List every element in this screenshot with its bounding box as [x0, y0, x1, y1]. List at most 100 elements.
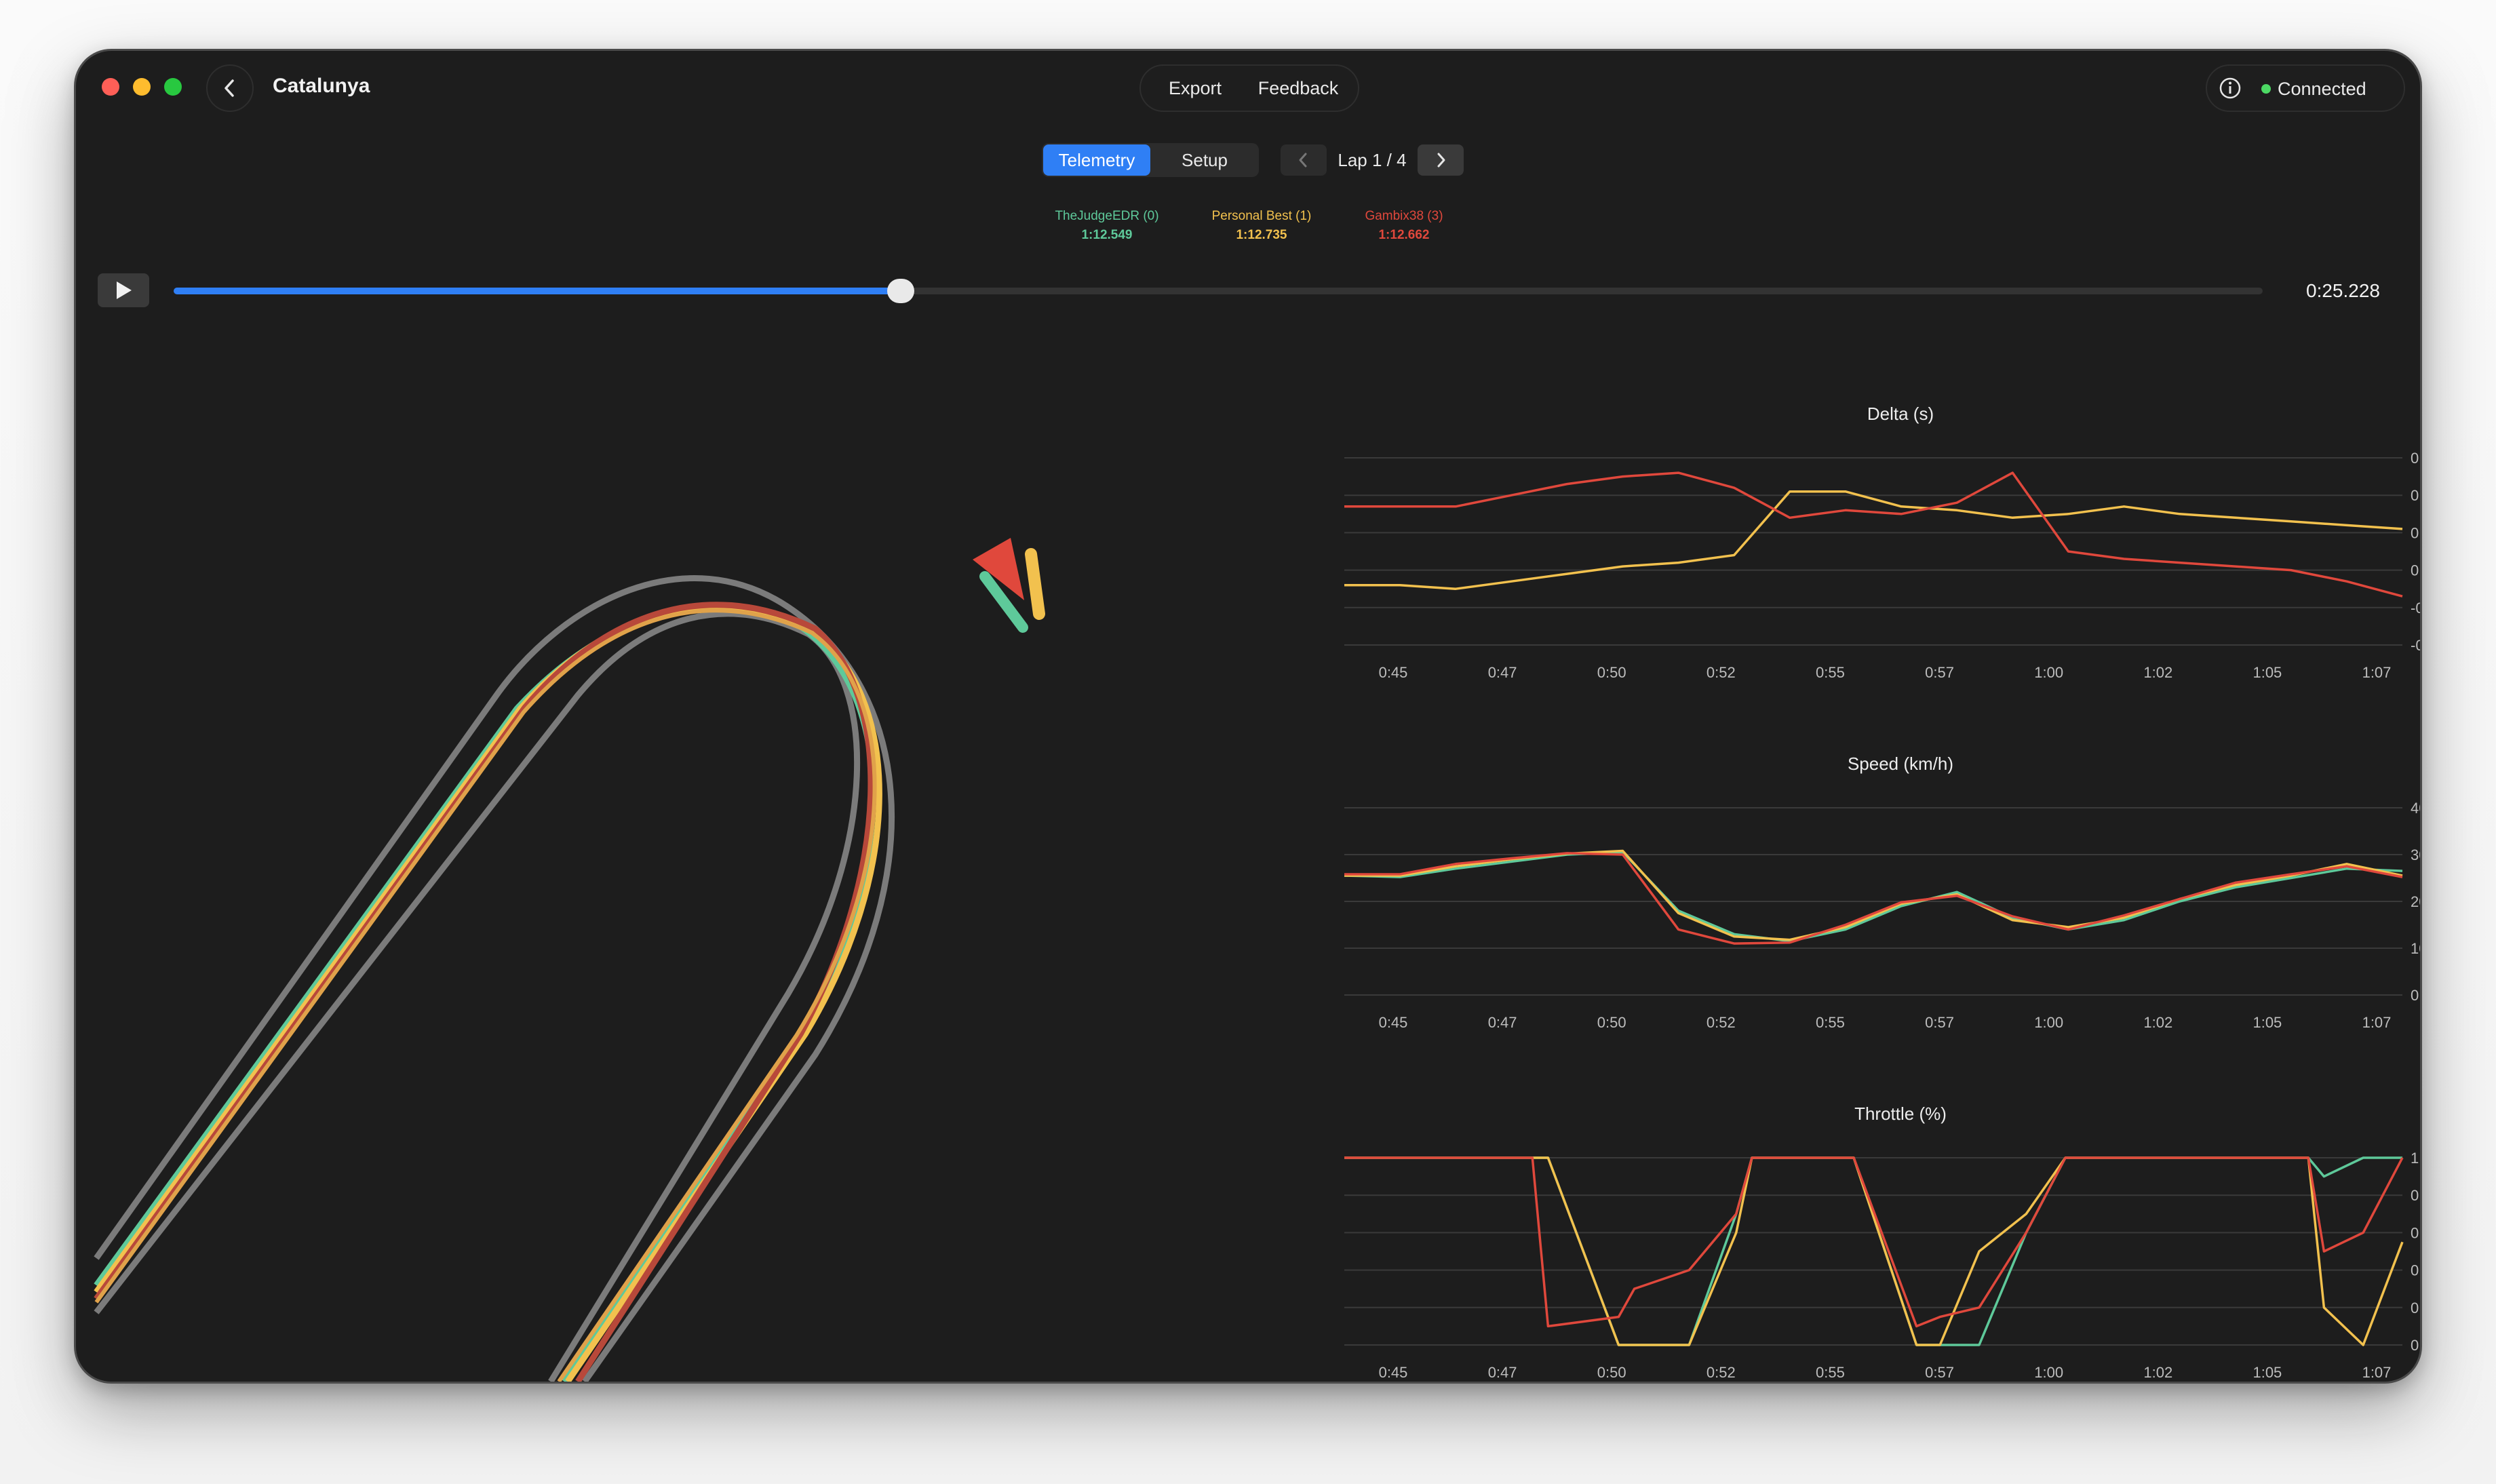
x-tick-label: 1:07 — [2362, 1364, 2392, 1381]
y-tick-label: 0,1 — [2411, 524, 2420, 541]
x-tick-label: 0:57 — [1925, 1014, 1954, 1031]
tab-telemetry[interactable]: Telemetry — [1043, 144, 1150, 176]
x-tick-label: 0:47 — [1488, 664, 1517, 681]
car-marker-driver-2 — [1025, 548, 1045, 620]
play-button[interactable] — [98, 273, 149, 307]
y-tick-label: 0 — [2411, 1337, 2419, 1354]
y-tick-label: 1,0 — [2411, 1150, 2420, 1167]
x-tick-label: 1:05 — [2253, 1014, 2282, 1031]
car-marker-driver-3 — [973, 538, 1024, 600]
x-tick-label: 1:00 — [2034, 664, 2063, 681]
y-tick-label: 0,6 — [2411, 1224, 2420, 1241]
x-tick-label: 0:50 — [1597, 1364, 1626, 1381]
series-line-1 — [1344, 1156, 2402, 1346]
y-tick-label: 0 — [2411, 562, 2419, 579]
legend-driver-name: TheJudgeEDR (0) — [1055, 209, 1159, 223]
minimize-window-button[interactable] — [133, 78, 151, 96]
car-marker-driver-1 — [979, 571, 1028, 633]
info-icon — [2219, 77, 2241, 99]
series-line-1 — [1344, 851, 2403, 943]
chart-title: Throttle (%) — [1854, 1104, 1947, 1124]
y-tick-label: 200 — [2411, 893, 2420, 910]
x-tick-label: 1:07 — [2362, 664, 2392, 681]
legend-driver-name: Gambix38 (3) — [1365, 209, 1443, 223]
chevron-left-icon — [225, 79, 234, 97]
chart-title: Speed (km/h) — [1848, 754, 1953, 774]
info-button[interactable] — [2214, 72, 2246, 104]
y-tick-label: 400 — [2411, 800, 2420, 817]
legend-driver-1: TheJudgeEDR (0) 1:12.549 — [1019, 207, 1195, 245]
series-line-2 — [1344, 471, 2403, 598]
chevron-left-icon — [1299, 153, 1307, 168]
y-tick-label: 0,2 — [2411, 1300, 2420, 1316]
x-tick-label: 0:50 — [1597, 664, 1626, 681]
legend-driver-name: Personal Best (1) — [1211, 209, 1312, 223]
track-map — [94, 538, 1045, 1382]
x-tick-label: 0:50 — [1597, 1014, 1626, 1031]
track-edge-inner — [94, 610, 861, 1382]
x-tick-label: 0:52 — [1707, 1364, 1736, 1381]
y-tick-label: 300 — [2411, 846, 2420, 863]
legend-driver-2: Personal Best (1) 1:12.735 — [1173, 207, 1350, 245]
x-tick-label: 1:05 — [2253, 1364, 2282, 1381]
play-icon — [117, 281, 132, 299]
x-tick-label: 1:00 — [2034, 1364, 2063, 1381]
telemetry-charts: Delta (s) 0,3 0,2 0,1 0 -0,1 -0,2 0:45 0:47 0:50 0… — [1344, 404, 2420, 1381]
legend-driver-time: 1:12.735 — [1236, 228, 1287, 242]
legend-driver-3: Gambix38 (3) 1:12.662 — [1316, 207, 1492, 245]
back-button[interactable] — [206, 64, 254, 112]
x-tick-label: 1:07 — [2362, 1014, 2392, 1031]
playback-handle[interactable] — [886, 279, 914, 303]
x-tick-label: 1:05 — [2253, 664, 2282, 681]
y-tick-label: 0 — [2411, 987, 2419, 1004]
connection-status-label: Connected — [2278, 79, 2366, 99]
racing-line-driver-1 — [94, 605, 876, 1382]
racing-line-driver-3 — [94, 602, 874, 1382]
series-line-3 — [1344, 852, 2403, 945]
y-tick-label: 0,4 — [2411, 1262, 2420, 1279]
x-tick-label: 0:47 — [1488, 1364, 1517, 1381]
connection-status-dot — [2261, 84, 2271, 94]
y-tick-label: 100 — [2411, 940, 2420, 957]
series-line-2 — [1344, 1156, 2404, 1346]
x-tick-label: 0:55 — [1816, 1364, 1845, 1381]
series-line-1 — [1344, 490, 2403, 590]
x-tick-label: 0:47 — [1488, 1014, 1517, 1031]
x-tick-label: 0:57 — [1925, 664, 1954, 681]
export-button[interactable]: Export — [1168, 77, 1222, 98]
x-tick-label: 0:45 — [1379, 1014, 1408, 1031]
track-edge-outer — [94, 575, 895, 1382]
toolbar-actions: Export Feedback — [1139, 64, 1359, 112]
y-tick-label: 0,8 — [2411, 1187, 2420, 1204]
series-line-3 — [1344, 1156, 2404, 1328]
playback-time: 0:25.228 — [2306, 280, 2380, 301]
window-title: Catalunya — [273, 75, 370, 97]
legend-driver-time: 1:12.549 — [1081, 228, 1133, 242]
next-lap-button[interactable] — [1418, 144, 1464, 176]
view-tabs: Telemetry Setup — [1042, 143, 1259, 177]
zoom-window-button[interactable] — [164, 78, 182, 96]
x-tick-label: 0:55 — [1816, 664, 1845, 681]
x-tick-label: 0:52 — [1707, 1014, 1736, 1031]
racing-line-overlap — [94, 608, 877, 1382]
x-tick-label: 1:02 — [2143, 664, 2172, 681]
x-tick-label: 0:52 — [1707, 664, 1736, 681]
feedback-button[interactable]: Feedback — [1257, 77, 1339, 98]
playback-scrubber[interactable] — [174, 279, 2263, 303]
close-window-button[interactable] — [102, 78, 119, 96]
previous-lap-button[interactable] — [1281, 144, 1327, 176]
x-tick-label: 0:55 — [1816, 1014, 1845, 1031]
series-line-2 — [1344, 849, 2403, 941]
x-tick-label: 1:02 — [2143, 1364, 2172, 1381]
playback-progress — [174, 288, 901, 294]
x-tick-label: 0:45 — [1379, 664, 1408, 681]
status-area: Connected — [2206, 64, 2405, 112]
x-tick-label: 0:45 — [1379, 1364, 1408, 1381]
tab-setup[interactable]: Setup — [1182, 149, 1228, 170]
x-tick-label: 1:02 — [2143, 1014, 2172, 1031]
app-window: Catalunya Export Feedback Connected Tele… — [76, 51, 2420, 1382]
legend-driver-time: 1:12.662 — [1378, 228, 1430, 242]
y-tick-label: -0,1 — [2411, 600, 2420, 617]
chart-title: Delta (s) — [1867, 404, 1934, 424]
y-tick-label: 0,2 — [2411, 487, 2420, 504]
